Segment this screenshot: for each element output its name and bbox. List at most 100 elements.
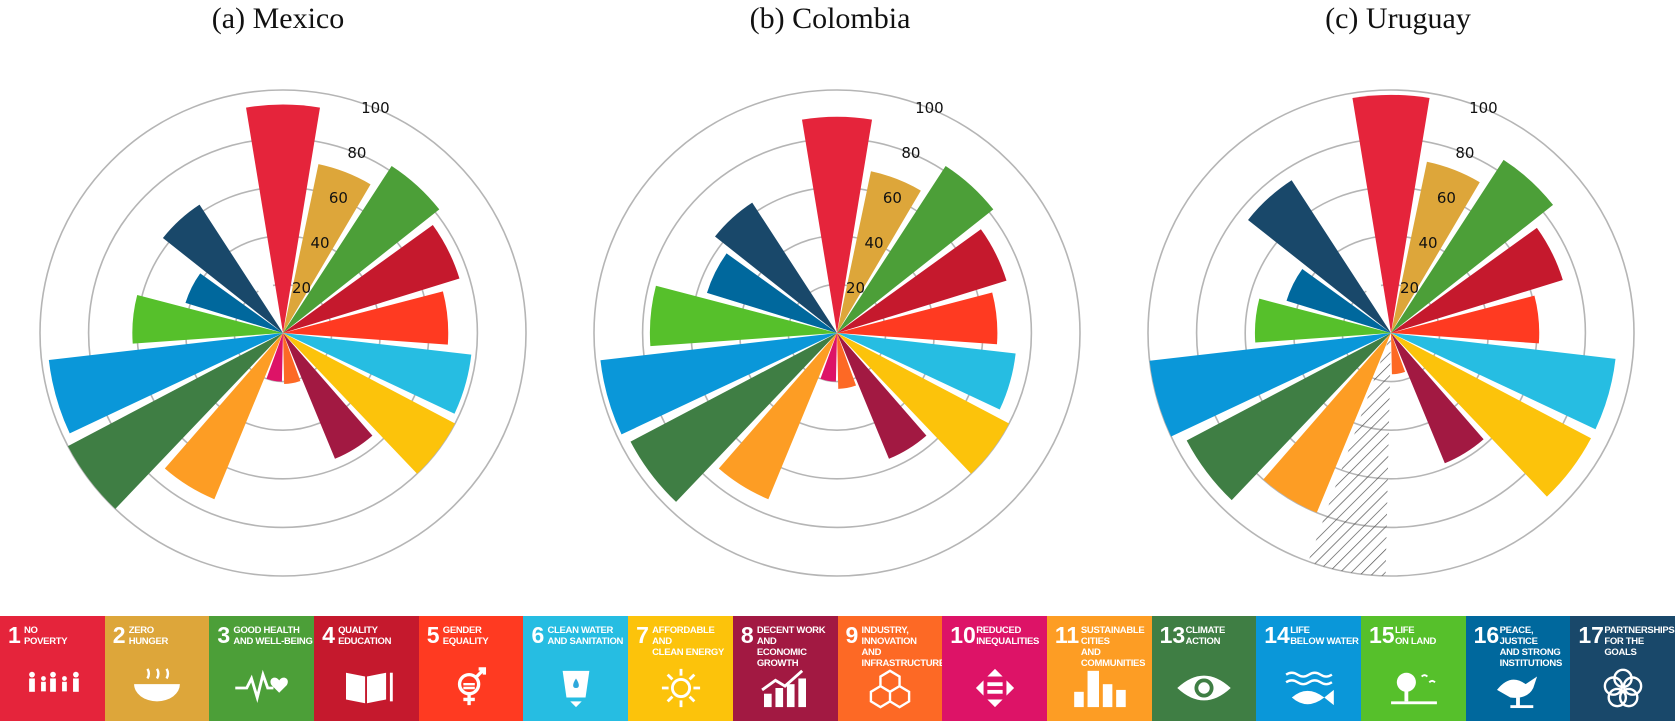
sdg-label: PEACE, JUSTICE AND STRONG INSTITUTIONS: [1499, 625, 1563, 669]
radial-tick-label: 60: [1437, 189, 1456, 207]
chart-mexico: (a) Mexico 20 40 60 80 100: [39, 2, 527, 577]
radial-tick-label: 80: [1455, 144, 1474, 162]
sdg-number: 6: [531, 622, 545, 648]
bar-sdg-11: [1263, 333, 1391, 513]
bar-sdg-11: [164, 333, 283, 500]
grid-circle-100: [593, 89, 1081, 577]
radial-tick-label: 60: [883, 189, 902, 207]
bar-sdg-12: [1186, 333, 1391, 501]
bar-sdg-3: [1391, 159, 1554, 333]
sdg-number: 2: [112, 622, 126, 648]
bar-sdg-12: [630, 333, 837, 502]
city-icon: [1074, 670, 1127, 708]
sdg-number: 14: [1264, 622, 1290, 648]
bar-sdg-9: [837, 333, 857, 389]
bar-sdg-10-missing: [1308, 333, 1391, 576]
sdg-number: 7: [636, 622, 649, 648]
sdg-tile-15: 15 LIFE ON LAND: [1360, 616, 1467, 721]
gender-icon: [458, 667, 487, 706]
arrows-icon: [975, 668, 1014, 708]
grid-circle-100: [39, 89, 527, 577]
sdg-tile-3: 3 GOOD HEALTH AND WELL-BEING: [209, 616, 315, 721]
bar-sdg-7: [837, 333, 1010, 474]
sdg-number: 16: [1473, 622, 1500, 648]
fish-icon: [1285, 671, 1334, 706]
chart-colombia: (b) Colombia 20 40 60 80 100: [593, 2, 1081, 577]
bar-sdg-16: [715, 202, 837, 333]
sdg-number: 3: [217, 622, 231, 648]
sdg-tile-9: 9 INDUSTRY, INNOVATION AND INFRASTRUCTURE: [837, 616, 943, 721]
bar-sdg-8: [1391, 333, 1484, 464]
grid-circle-100: [1147, 89, 1635, 577]
sdg-label: ZERO HUNGER: [128, 625, 169, 647]
radial-tick-label: 100: [1469, 99, 1498, 117]
water-icon: [562, 670, 590, 708]
bar-sdg-15: [706, 253, 837, 333]
sdg-label: REDUCED INEQUALITIES: [976, 625, 1040, 647]
bar-sdg-5: [837, 292, 998, 345]
heartbeat-icon: [235, 669, 288, 703]
bar-sdg-5: [1391, 295, 1540, 344]
eye-icon: [1177, 675, 1231, 701]
sdg-label: SUSTAINABLE CITIES AND COMMUNITIES: [1080, 625, 1146, 669]
bar-sdg-7: [1391, 333, 1592, 497]
sdg-number: 5: [426, 622, 440, 648]
sdg-label: GOOD HEALTH AND WELL-BEING: [233, 625, 313, 647]
sdg-label: CLIMATE ACTION: [1185, 625, 1226, 647]
sdg-label: INDUSTRY, INNOVATION AND INFRASTRUCTURE: [861, 625, 943, 669]
bar-sdg-17: [1344, 242, 1391, 333]
sdg-label: DECENT WORK AND ECONOMIC GROWTH: [756, 625, 826, 669]
chart-title: (a) Mexico: [212, 2, 344, 35]
sdg-label: AFFORDABLE AND CLEAN ENERGY: [652, 625, 725, 658]
bar-sdg-14: [1254, 298, 1391, 343]
sdg-label: GENDER EQUALITY: [442, 625, 489, 647]
chart-title: (b) Colombia: [750, 2, 911, 35]
sdg-label: LIFE BELOW WATER: [1290, 625, 1359, 647]
growth-icon: [761, 669, 807, 708]
sdg-legend: 1 NO POVERTY 2 ZERO HUNGER 3 GOOD HEALTH AND …: [0, 616, 1675, 721]
radial-tick-label: 20: [846, 279, 865, 297]
bar-sdg-9: [1391, 333, 1406, 375]
sdg-label: PARTNERSHIPS FOR THE GOALS: [1604, 625, 1675, 658]
chart-title: (c) Uruguay: [1325, 2, 1471, 35]
radial-tick-label: 80: [347, 144, 366, 162]
bar-sdg-2: [837, 171, 921, 333]
sdg-tile-11: 11 SUSTAINABLE CITIES AND COMMUNITIES: [1046, 616, 1153, 721]
bar-sdg-13: [48, 333, 284, 434]
sdg-tile-2: 2 ZERO HUNGER: [104, 616, 210, 721]
sdg-number: 4: [322, 622, 335, 648]
sdg-tile-13: 13 CLIMATE ACTION: [1151, 616, 1257, 721]
sdg-tile-7: 7 AFFORDABLE AND CLEAN ENERGY: [628, 616, 734, 721]
radial-tick-label: 40: [864, 234, 883, 252]
bar-sdg-8: [837, 333, 927, 459]
bar-sdg-1: [246, 104, 320, 333]
bar-sdg-6: [837, 333, 1016, 410]
bar-sdg-10: [266, 333, 283, 382]
radial-tick-label: 80: [901, 144, 920, 162]
bar-sdg-4: [1391, 227, 1563, 333]
bar-sdg-5: [283, 291, 449, 345]
bar-sdg-17: [816, 292, 837, 333]
sdg-number: 11: [1054, 622, 1080, 648]
bar-sdg-9: [283, 333, 301, 385]
sdg-tile-4: 4 QUALITY EDUCATION: [314, 616, 420, 721]
sdg-tile-14: 14 LIFE BELOW WATER: [1256, 616, 1362, 721]
radial-tick-label: 40: [1418, 234, 1437, 252]
bar-sdg-2: [1391, 161, 1480, 333]
bar-sdg-4: [837, 229, 1007, 333]
sdg-tile-16: 16 PEACE, JUSTICE AND STRONG INSTITUTIONS: [1465, 616, 1571, 721]
rings-icon: [1603, 668, 1643, 708]
sdg-tile-5: 5 GENDER EQUALITY: [418, 616, 524, 721]
bar-sdg-1: [801, 116, 873, 333]
radial-tick-label: 60: [329, 189, 348, 207]
sdg-tile-10: 10 REDUCED INEQUALITIES: [942, 616, 1048, 721]
book-icon: [345, 672, 393, 704]
chart-uruguay: (c) Uruguay 20 40 60 80 100: [1147, 2, 1635, 577]
bar-sdg-3: [837, 165, 994, 333]
bar-sdg-13: [600, 333, 837, 435]
bowl-icon: [134, 668, 181, 702]
sdg-label: QUALITY EDUCATION: [338, 625, 392, 647]
radial-tick-label: 100: [915, 99, 944, 117]
bar-sdg-10: [820, 333, 837, 382]
bar-sdg-6: [1391, 333, 1616, 430]
